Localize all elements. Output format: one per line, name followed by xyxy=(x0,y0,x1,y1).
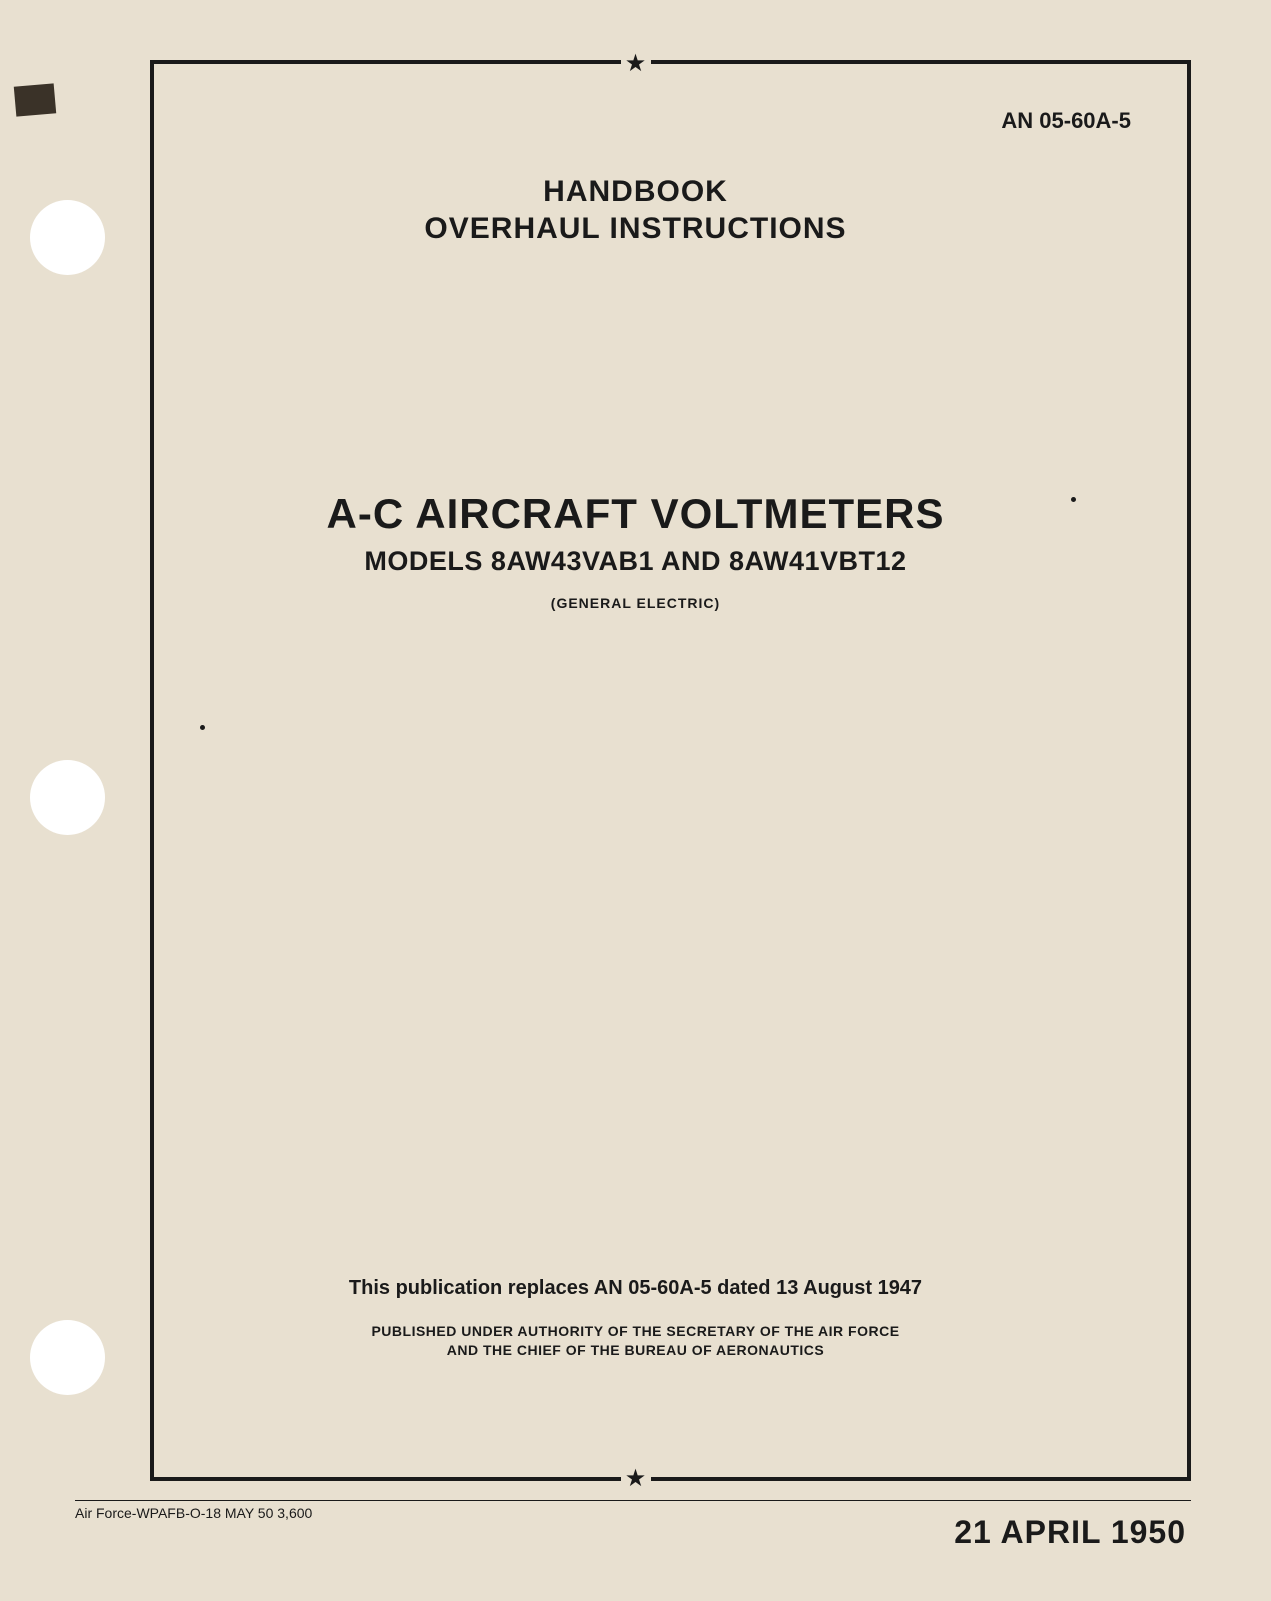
footer-divider xyxy=(75,1500,1191,1501)
handbook-label: HANDBOOK xyxy=(0,175,1271,209)
print-artifact-dot xyxy=(1071,497,1076,502)
publication-date: 21 APRIL 1950 xyxy=(954,1514,1186,1551)
manufacturer-label: (GENERAL ELECTRIC) xyxy=(0,595,1271,611)
replaces-text: This publication replaces AN 05-60A-5 da… xyxy=(0,1277,1271,1300)
binding-mark xyxy=(14,83,56,116)
overhaul-label: OVERHAUL INSTRUCTIONS xyxy=(0,212,1271,246)
print-artifact-dot xyxy=(200,725,205,730)
footer-section: This publication replaces AN 05-60A-5 da… xyxy=(0,1277,1271,1361)
authority-text: PUBLISHED UNDER AUTHORITY OF THE SECRETA… xyxy=(0,1322,1271,1361)
authority-line-2: AND THE CHIEF OF THE BUREAU OF AERONAUTI… xyxy=(447,1342,824,1358)
models-line: MODELS 8AW43VAB1 AND 8AW41VBT12 xyxy=(0,546,1271,577)
star-bottom-icon: ★ xyxy=(621,1463,651,1493)
main-title: A-C AIRCRAFT VOLTMETERS xyxy=(0,490,1271,538)
authority-line-1: PUBLISHED UNDER AUTHORITY OF THE SECRETA… xyxy=(371,1323,899,1339)
document-number: AN 05-60A-5 xyxy=(1001,108,1131,134)
star-top-icon: ★ xyxy=(621,48,651,78)
footer-print-info: Air Force-WPAFB-O-18 MAY 50 3,600 xyxy=(75,1505,312,1521)
header-section: HANDBOOK OVERHAUL INSTRUCTIONS xyxy=(0,175,1271,246)
title-section: A-C AIRCRAFT VOLTMETERS MODELS 8AW43VAB1… xyxy=(0,490,1271,611)
hole-punch-middle xyxy=(30,760,105,835)
document-page: ★ ★ AN 05-60A-5 HANDBOOK OVERHAUL INSTRU… xyxy=(0,0,1271,1601)
border-frame xyxy=(150,60,1191,1481)
